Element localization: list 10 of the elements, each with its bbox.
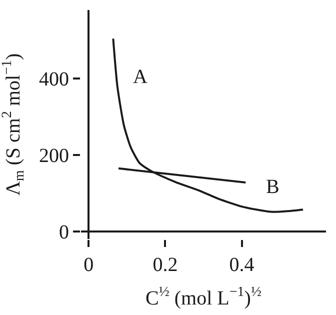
y-tick-label: 400	[39, 68, 69, 91]
x-axis-title: C$^{½}$ (mol L$^{−1}$)$^{½}$	[146, 285, 262, 310]
series-label: A	[133, 66, 148, 88]
series-label: B	[266, 176, 280, 198]
x-tick-label: 0.2	[152, 254, 178, 276]
line-series	[112, 38, 304, 213]
x-tick-label: 0.4	[229, 254, 254, 276]
x-tick-label: 0	[84, 254, 94, 276]
y-tick-label: 200	[39, 145, 69, 168]
y-tick-label: 0	[59, 221, 69, 244]
